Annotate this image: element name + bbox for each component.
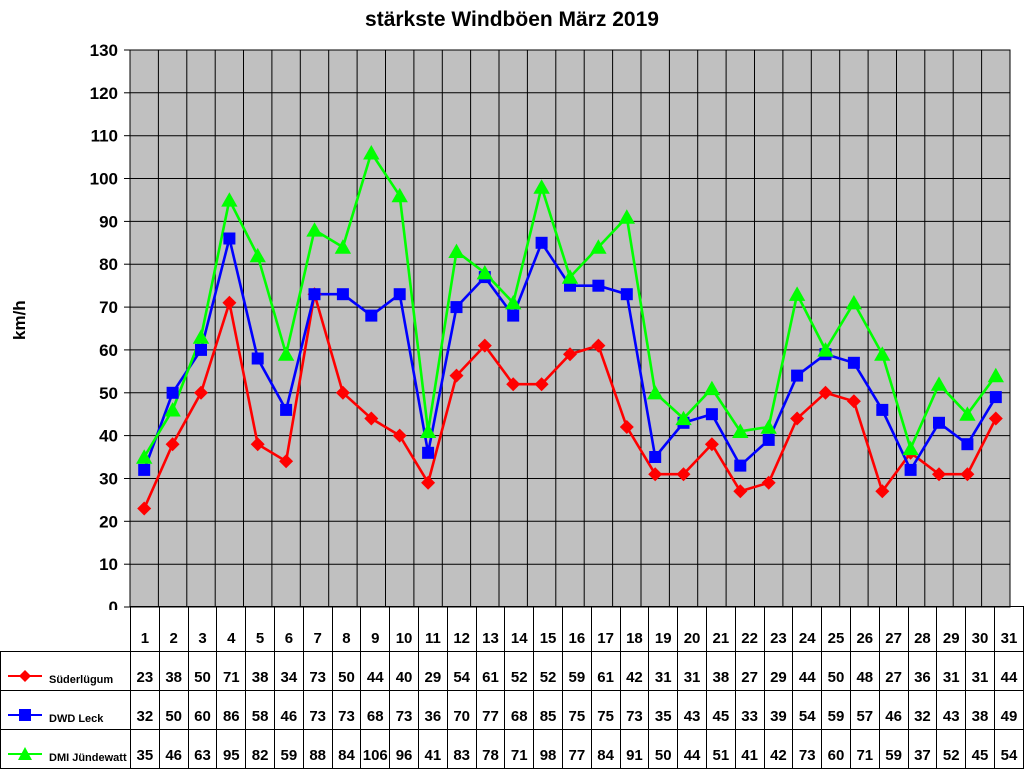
svg-text:70: 70 xyxy=(99,298,118,317)
svg-text:40: 40 xyxy=(99,427,118,446)
svg-text:100: 100 xyxy=(90,170,118,189)
svg-text:60: 60 xyxy=(99,341,118,360)
svg-text:120: 120 xyxy=(90,84,118,103)
svg-text:20: 20 xyxy=(99,512,118,531)
svg-text:130: 130 xyxy=(90,41,118,60)
svg-text:10: 10 xyxy=(99,555,118,574)
svg-text:50: 50 xyxy=(99,384,118,403)
svg-text:80: 80 xyxy=(99,255,118,274)
svg-text:30: 30 xyxy=(99,470,118,489)
svg-text:110: 110 xyxy=(91,127,118,146)
svg-text:90: 90 xyxy=(99,212,118,231)
